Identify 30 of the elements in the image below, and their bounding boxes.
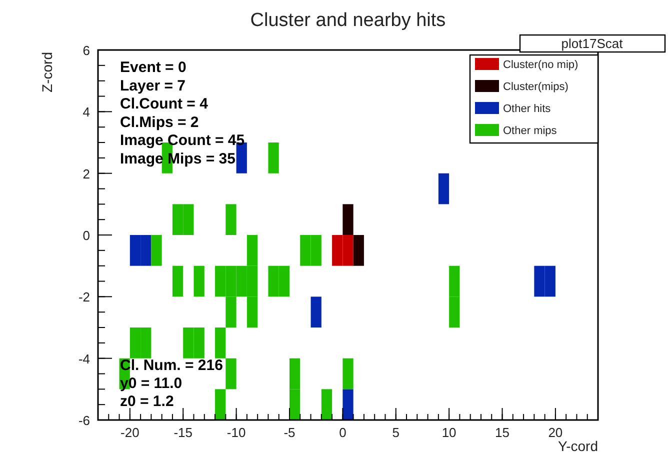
x-tick-label: -20 (120, 425, 140, 440)
y-axis-title: Z-cord (39, 52, 55, 92)
x-tick-label: 15 (495, 425, 510, 440)
x-tick-label: 5 (392, 425, 400, 440)
y-tick-label: -2 (78, 290, 90, 305)
y-tick-label: 6 (82, 43, 90, 58)
legend-label: Cluster(mips) (503, 81, 568, 93)
legend-label: Cluster(no mip) (503, 59, 578, 71)
x-tick-label: 10 (442, 425, 456, 440)
annotation: Event = 0 (120, 59, 186, 76)
annotation: Cl.Count = 4 (120, 96, 209, 113)
y-tick-label: 4 (82, 104, 90, 120)
annotation: Layer = 7 (120, 77, 186, 94)
x-tick-label: -5 (284, 425, 296, 440)
y-tick-label: -6 (78, 413, 90, 428)
y-tick-label: -4 (78, 351, 90, 366)
y-tick-label: 0 (82, 228, 90, 243)
annotation: Image Count = 45 (120, 132, 245, 150)
chart-title: Cluster and nearby hits (250, 10, 446, 31)
annotation: z0 = 1.2 (120, 393, 174, 410)
x-tick-label: -15 (174, 425, 193, 440)
annotation: Cl.Mips = 2 (120, 114, 199, 131)
y-tick-label: 2 (82, 166, 90, 182)
annotation: plot17Scat (561, 36, 624, 51)
legend-label: Other hits (503, 103, 552, 115)
x-tick-label: -10 (226, 425, 246, 440)
x-axis-title: Y-cord (558, 438, 598, 454)
x-tick-label: 20 (548, 425, 563, 440)
x-tick-label: 0 (339, 425, 346, 440)
legend-label: Other mips (503, 125, 558, 137)
